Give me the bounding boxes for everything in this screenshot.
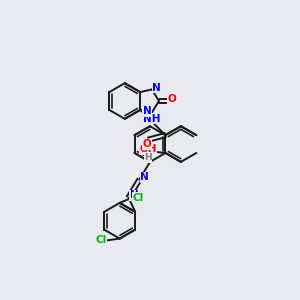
Text: N: N xyxy=(140,172,149,182)
Text: N: N xyxy=(152,83,161,93)
Text: Cl: Cl xyxy=(96,236,107,245)
Text: Cl: Cl xyxy=(133,193,144,202)
Text: NH: NH xyxy=(142,114,160,124)
Text: H: H xyxy=(144,153,152,162)
Text: N: N xyxy=(130,190,138,200)
Text: O: O xyxy=(167,94,176,103)
Text: N: N xyxy=(143,106,152,116)
Text: OH: OH xyxy=(139,144,157,154)
Text: O: O xyxy=(142,139,152,149)
